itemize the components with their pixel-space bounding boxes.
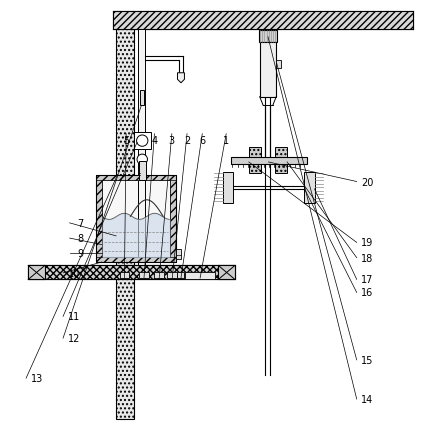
Bar bbox=[154, 272, 164, 279]
Text: 9: 9 bbox=[77, 249, 83, 259]
Text: 18: 18 bbox=[361, 253, 373, 263]
Text: 11: 11 bbox=[68, 312, 80, 321]
Bar bbox=[248, 148, 260, 173]
Text: 10: 10 bbox=[68, 268, 80, 278]
Bar bbox=[170, 176, 176, 262]
Bar bbox=[139, 272, 148, 279]
Bar bbox=[304, 173, 314, 204]
Bar bbox=[102, 181, 170, 257]
Bar bbox=[95, 176, 176, 262]
Bar bbox=[184, 272, 215, 279]
Text: 17: 17 bbox=[361, 275, 373, 285]
Circle shape bbox=[136, 136, 148, 147]
Bar bbox=[276, 60, 281, 69]
Bar bbox=[230, 158, 306, 165]
Polygon shape bbox=[177, 74, 184, 84]
Text: 8: 8 bbox=[77, 233, 83, 244]
Bar bbox=[140, 91, 143, 106]
Bar bbox=[218, 266, 234, 280]
Text: 3: 3 bbox=[168, 136, 174, 146]
Text: 16: 16 bbox=[361, 288, 373, 298]
Bar bbox=[274, 148, 286, 173]
Bar bbox=[119, 272, 129, 279]
Text: 6: 6 bbox=[199, 136, 205, 146]
Text: 5: 5 bbox=[123, 136, 129, 146]
Bar bbox=[113, 12, 412, 30]
Bar bbox=[95, 176, 102, 262]
Text: 2: 2 bbox=[184, 136, 190, 146]
Text: 13: 13 bbox=[31, 373, 43, 383]
Text: 4: 4 bbox=[151, 136, 157, 146]
Text: 7: 7 bbox=[77, 219, 83, 228]
Bar bbox=[259, 31, 276, 43]
Bar bbox=[138, 30, 145, 271]
Bar bbox=[28, 266, 234, 280]
Text: 15: 15 bbox=[361, 355, 373, 365]
Text: 20: 20 bbox=[361, 177, 373, 187]
Bar bbox=[28, 266, 45, 280]
Text: 12: 12 bbox=[68, 333, 80, 343]
Bar bbox=[95, 257, 176, 262]
Bar bbox=[259, 43, 276, 98]
Bar bbox=[222, 173, 232, 204]
Bar bbox=[138, 161, 145, 181]
Text: 1: 1 bbox=[223, 136, 229, 146]
Bar bbox=[134, 133, 150, 149]
Text: 14: 14 bbox=[361, 394, 373, 404]
Bar bbox=[177, 272, 184, 279]
Text: 19: 19 bbox=[361, 238, 373, 248]
Bar bbox=[116, 30, 134, 419]
Bar bbox=[176, 249, 180, 259]
Circle shape bbox=[137, 155, 147, 165]
Bar bbox=[95, 176, 176, 181]
Bar bbox=[167, 272, 177, 279]
